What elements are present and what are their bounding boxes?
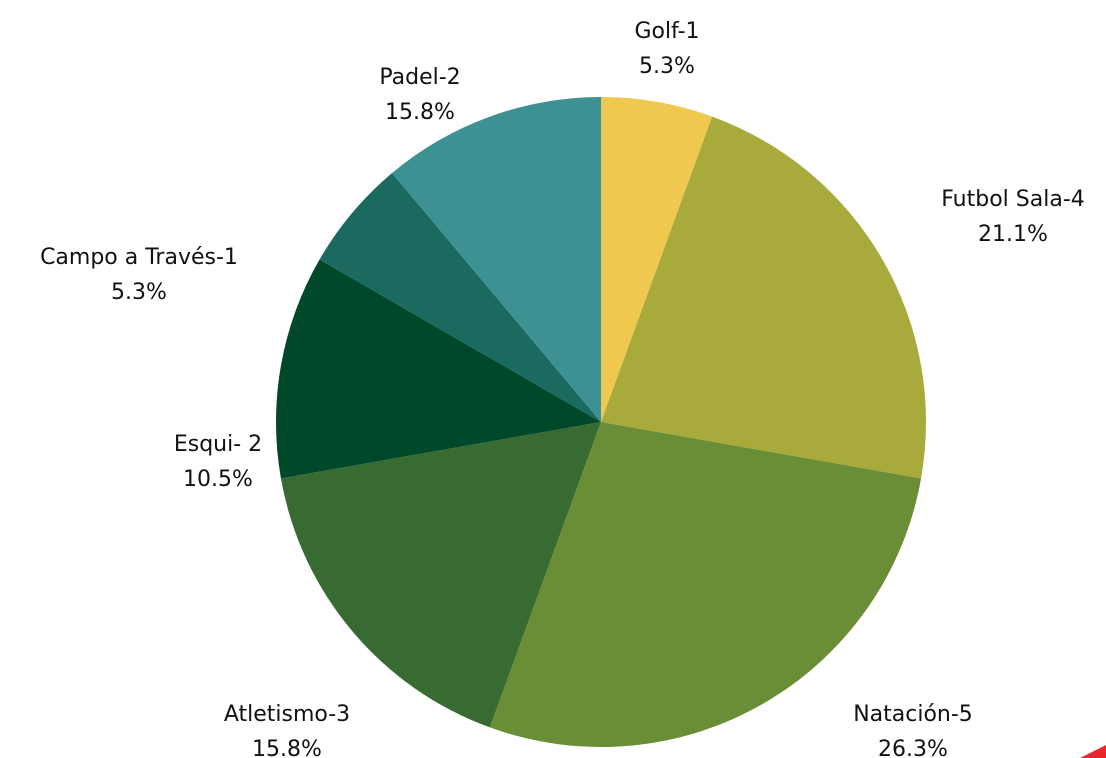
slice-category-label: Golf-1	[634, 19, 699, 44]
pie-slice	[276, 259, 601, 479]
slice-category-label: Futbol Sala-4	[941, 187, 1085, 212]
slice-percent-label: 15.8%	[385, 100, 455, 125]
pie-labels: Golf-1 5.3% Futbol Sala-4 21.1% Natación-5 26…	[40, 19, 1085, 758]
slice-category-label: Padel-2	[379, 65, 460, 90]
slice-category-label: Esqui- 2	[174, 432, 262, 457]
pie-slice	[392, 97, 601, 422]
slice-category-label: Atletismo-3	[224, 702, 350, 727]
slice-percent-label: 5.3%	[111, 280, 167, 305]
slice-percent-label: 26.3%	[878, 737, 948, 758]
slice-percent-label: 5.3%	[639, 54, 695, 79]
pie-slice	[489, 422, 922, 748]
slice-percent-label: 21.1%	[978, 222, 1048, 247]
pie-slice	[601, 97, 713, 422]
slice-percent-label: 15.8%	[252, 737, 322, 758]
pie-slice	[601, 116, 926, 479]
slice-category-label: Natación-5	[853, 702, 973, 727]
slice-category-label: Campo a Través-1	[40, 245, 238, 270]
pie-slice	[319, 173, 601, 422]
corner-accent-shape	[1080, 745, 1106, 758]
slice-percent-label: 10.5%	[183, 467, 253, 492]
pie-slice	[280, 422, 601, 728]
pie-slices	[276, 97, 926, 748]
